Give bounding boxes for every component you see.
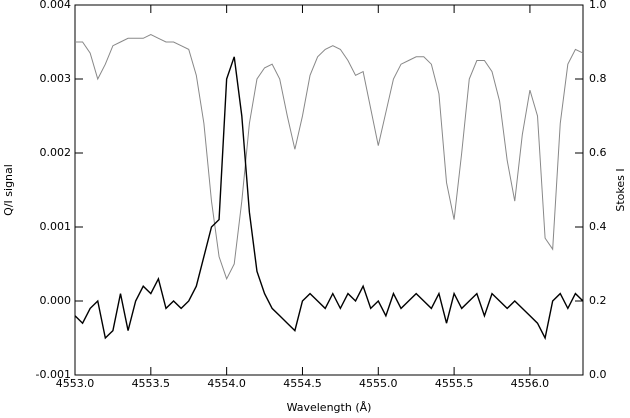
x-tick-label: 4556.0 xyxy=(511,377,550,390)
y-tick-label: 0.003 xyxy=(40,72,72,85)
y2-tick-label: 0.0 xyxy=(589,368,607,381)
x-tick-label: 4553.5 xyxy=(132,377,171,390)
y2-tick-label: 0.4 xyxy=(589,220,607,233)
y-axis-title: Q/I signal xyxy=(2,164,15,216)
x-tick-label: 4555.5 xyxy=(435,377,474,390)
y-tick-label: 0.004 xyxy=(40,0,72,11)
y-tick-label: -0.001 xyxy=(36,368,71,381)
y-tick-label: 0.000 xyxy=(40,294,72,307)
x-tick-label: 4553.0 xyxy=(56,377,95,390)
x-tick-label: 4555.0 xyxy=(359,377,398,390)
series-line xyxy=(74,56,584,341)
y-tick-label: 0.002 xyxy=(40,146,72,159)
series-line xyxy=(75,34,584,281)
y2-tick-label: 0.2 xyxy=(589,294,607,307)
y2-tick-label: 1.0 xyxy=(589,0,607,11)
x-tick-label: 4554.0 xyxy=(207,377,246,390)
y2-axis-title: Stokes I xyxy=(614,168,627,211)
plot-frame xyxy=(74,4,584,376)
x-axis-title: Wavelength (Å) xyxy=(287,401,372,414)
y2-tick-label: 0.8 xyxy=(589,72,607,85)
y2-tick-label: 0.6 xyxy=(589,146,607,159)
y-tick-label: 0.001 xyxy=(40,220,72,233)
x-tick-label: 4554.5 xyxy=(283,377,322,390)
